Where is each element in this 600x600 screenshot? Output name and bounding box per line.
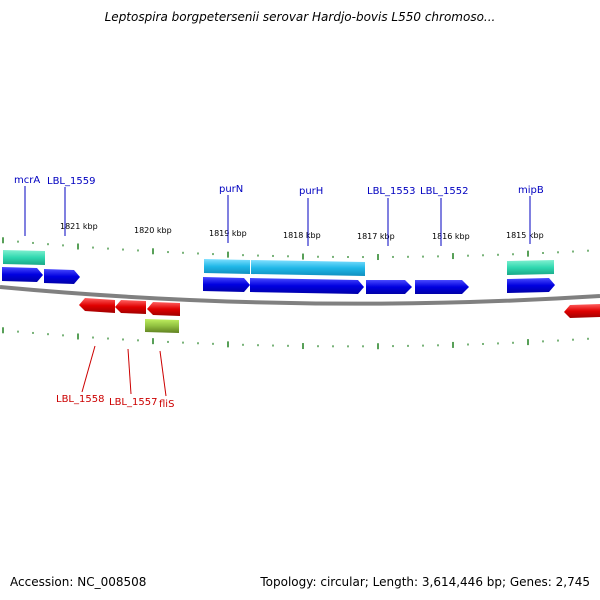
bottom-tick-track <box>2 327 589 350</box>
kbp-label-1816: 1816 kbp <box>432 232 470 241</box>
kbp-label-1818: 1818 kbp <box>283 231 321 240</box>
forward-cds-row <box>3 250 554 276</box>
gene-purN-cds[interactable] <box>204 259 250 274</box>
gene-LBL_1559[interactable] <box>44 269 80 284</box>
genome-summary-text: Topology: circular; Length: 3,614,446 bp… <box>260 575 590 589</box>
gene-purH-cds[interactable] <box>251 260 365 276</box>
kbp-label-1821: 1821 kbp <box>60 222 98 231</box>
top-tick-track <box>2 237 589 261</box>
gene-fliS[interactable] <box>147 302 180 316</box>
label-LBL_1559[interactable]: LBL_1559 <box>47 176 95 187</box>
label-mcrA[interactable]: mcrA <box>14 175 40 186</box>
kbp-label-1820: 1820 kbp <box>134 226 172 235</box>
label-LBL_1557[interactable]: LBL_1557 <box>109 397 157 408</box>
reverse-gene-row <box>79 298 600 318</box>
gene-mcrA[interactable] <box>2 267 43 282</box>
label-purN[interactable]: purN <box>219 184 243 195</box>
gene-purH[interactable] <box>250 278 364 294</box>
gene-mipB-cds[interactable] <box>507 260 554 275</box>
gene-LBL_1557[interactable] <box>115 300 146 314</box>
kbp-label-1815: 1815 kbp <box>506 231 544 240</box>
kbp-label-1817: 1817 kbp <box>357 232 395 241</box>
forward-gene-row <box>2 267 555 294</box>
map-title: Leptospira borgpetersenii serovar Hardjo… <box>104 10 496 24</box>
gene-mcrA-cds[interactable] <box>3 250 45 265</box>
label-purH[interactable]: purH <box>299 186 323 197</box>
gene-purN[interactable] <box>203 277 250 292</box>
gene-LBL_1552[interactable] <box>415 280 469 294</box>
top-label-leaders <box>24 186 531 246</box>
label-fliS[interactable]: fliS <box>159 399 174 410</box>
gene-LBL_1558[interactable] <box>79 298 115 313</box>
gene-mipB[interactable] <box>507 278 555 293</box>
label-LBL_1553[interactable]: LBL_1553 <box>367 186 415 197</box>
gene-fliS-rna[interactable] <box>145 319 179 333</box>
bottom-label-leaders <box>81 345 167 397</box>
accession-text: Accession: NC_008508 <box>10 575 147 589</box>
label-mipB[interactable]: mipB <box>518 185 544 196</box>
label-LBL_1558[interactable]: LBL_1558 <box>56 394 104 405</box>
genome-backbone <box>0 285 600 306</box>
gene-LBL_1553[interactable] <box>366 280 412 294</box>
label-LBL_1552[interactable]: LBL_1552 <box>420 186 468 197</box>
gene-right-edge-reverse[interactable] <box>564 304 600 318</box>
